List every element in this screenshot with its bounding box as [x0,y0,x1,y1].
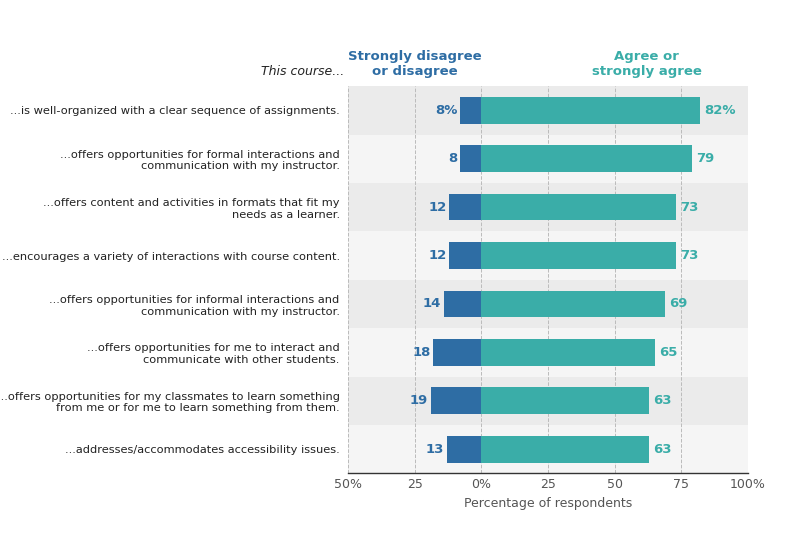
Bar [444,291,482,317]
Bar [450,194,482,221]
Text: 63: 63 [654,394,672,407]
Text: 12: 12 [429,201,446,214]
Bar [482,242,676,269]
Bar [482,194,676,221]
Text: 19: 19 [410,394,428,407]
Text: 13: 13 [426,443,444,456]
Text: 12: 12 [429,249,446,262]
Bar [460,97,482,124]
Text: 18: 18 [412,346,430,359]
Bar [348,377,748,425]
Text: 73: 73 [680,201,698,214]
Bar [482,339,654,366]
Bar [348,328,748,377]
Bar [450,242,482,269]
Bar [434,339,482,366]
Bar [482,97,700,124]
Text: 63: 63 [654,443,672,456]
Bar [482,291,666,317]
Text: Agree or
strongly agree: Agree or strongly agree [592,51,702,79]
Text: 65: 65 [658,346,677,359]
Bar [348,183,748,231]
X-axis label: Percentage of respondents: Percentage of respondents [464,497,632,510]
Bar [348,86,748,134]
Text: 8: 8 [448,152,458,165]
Text: 69: 69 [670,298,688,310]
Text: This course...: This course... [261,65,344,79]
Text: 82%: 82% [704,104,735,117]
Bar [348,425,748,473]
Bar [348,134,748,183]
Bar [482,145,692,172]
Bar [430,387,482,414]
Text: 8%: 8% [435,104,458,117]
Text: 14: 14 [423,298,442,310]
Bar [460,145,482,172]
Text: 73: 73 [680,249,698,262]
Bar [446,436,482,463]
Text: 79: 79 [696,152,714,165]
Bar [482,387,650,414]
Bar [348,231,748,280]
Bar [348,280,748,328]
Text: Strongly disagree
or disagree: Strongly disagree or disagree [348,51,482,79]
Bar [482,436,650,463]
